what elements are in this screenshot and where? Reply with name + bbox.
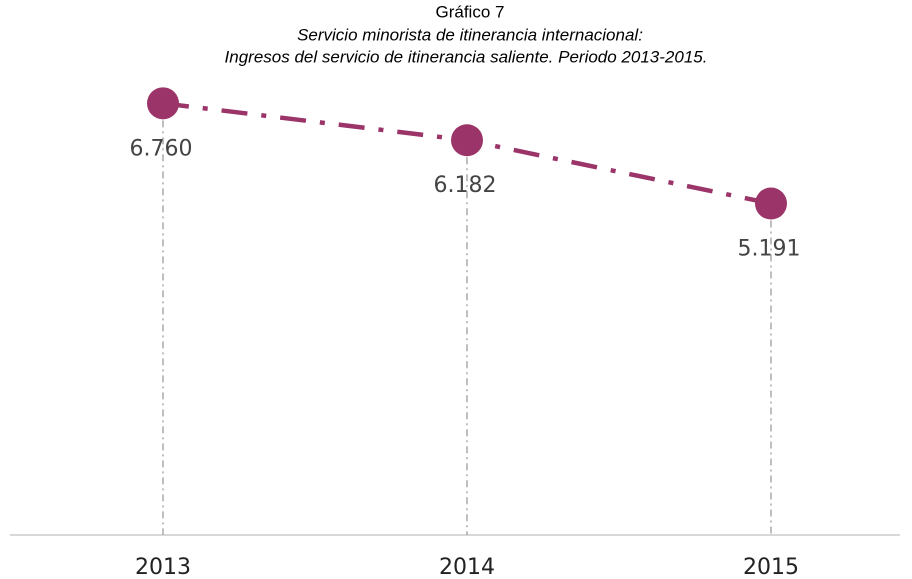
value-label: 6.760 (130, 136, 193, 161)
point (755, 187, 787, 220)
point (451, 124, 483, 157)
chart-subtitle: Servicio minorista de itinerancia intern… (297, 25, 643, 44)
x-tick-label: 2014 (439, 555, 495, 579)
value-label: 5.191 (738, 237, 801, 262)
x-tick-label: 2015 (743, 555, 799, 579)
chart-subtitle: Ingresos del servicio de itinerancia sal… (225, 47, 708, 66)
x-tick-label: 2013 (135, 555, 191, 579)
chart-title: Gráfico 7 (436, 2, 505, 21)
point (147, 87, 179, 120)
value-label: 6.182 (434, 173, 497, 198)
